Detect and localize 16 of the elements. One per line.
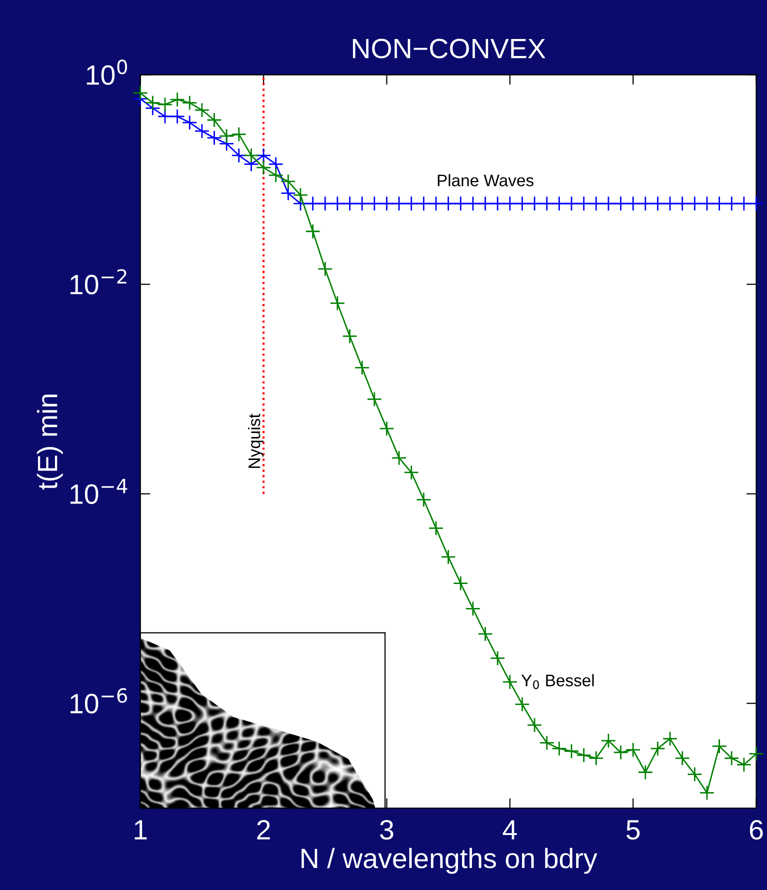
y-axis-title: t(E) min	[36, 394, 63, 490]
x-tick-label: 4	[502, 820, 517, 840]
y-tick-label: 10$^{−4}$	[70, 478, 128, 504]
ref-line-label: Nyquist	[248, 414, 264, 468]
y-tick-label: 10$^{−2}$	[70, 269, 126, 294]
chart-title: NON−CONVEX	[352, 38, 546, 58]
y-tick-label: 10$^{−6}$	[70, 688, 128, 714]
series-label: Plane Waves	[438, 174, 534, 186]
x-tick-label: 5	[626, 820, 640, 840]
x-tick-label: 6	[750, 820, 763, 840]
y-tick-label: 10$^{0}$	[86, 60, 128, 85]
x-tick-label: 2	[257, 820, 270, 840]
x-tick-label: 3	[380, 820, 394, 840]
x-axis-title: N / wavelengths on bdry	[302, 848, 598, 874]
series-label: Y$_{0}$ Bessel	[521, 674, 594, 690]
x-tick-label: 1	[134, 820, 147, 840]
